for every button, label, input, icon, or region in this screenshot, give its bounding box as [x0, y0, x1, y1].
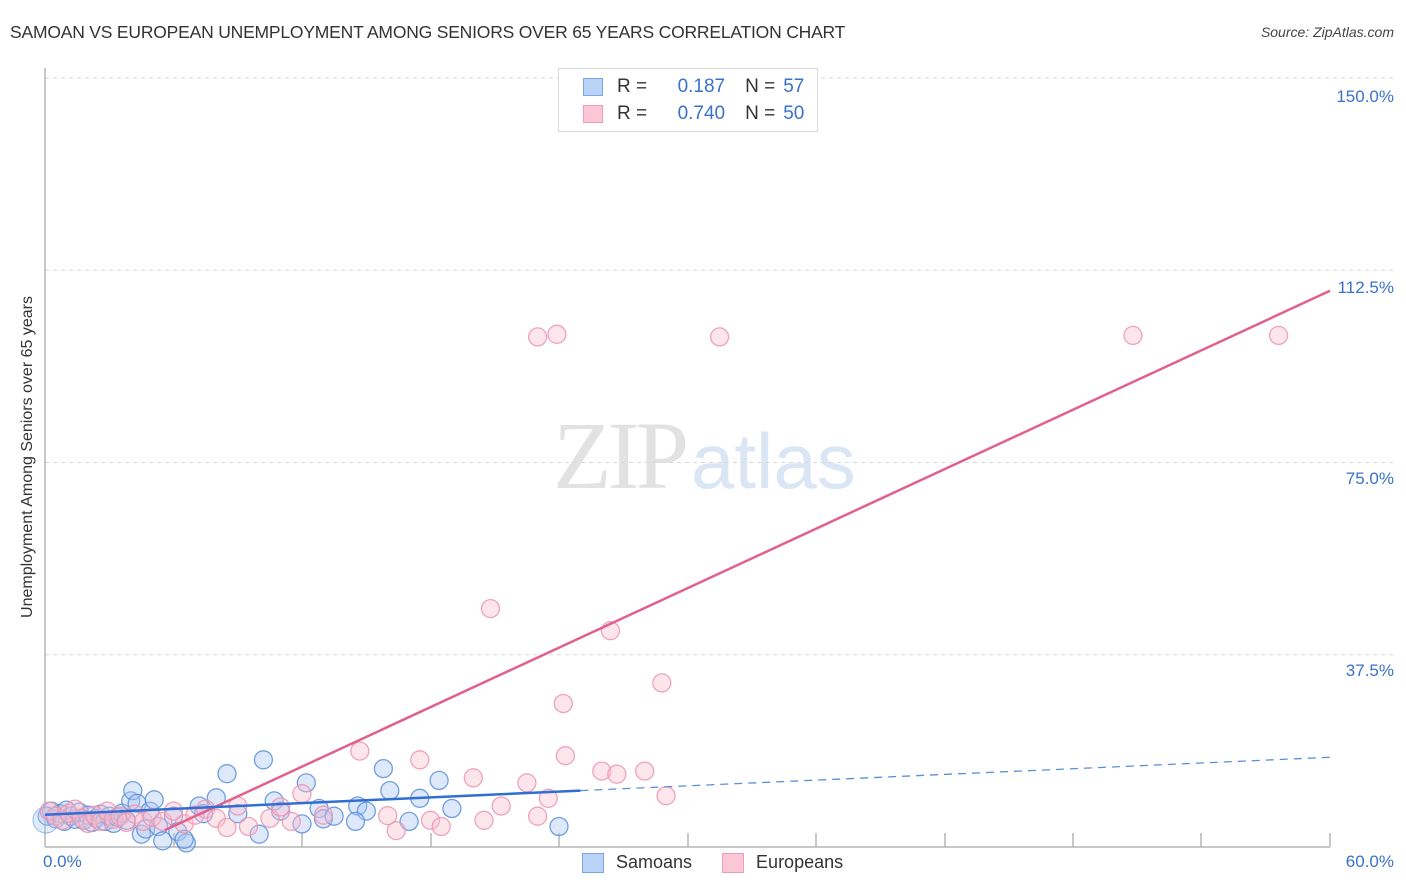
axes [44, 68, 1331, 848]
samoans-swatch [583, 78, 603, 96]
legend-row-europeans: R = 0.740 N = 50 [583, 102, 804, 126]
legend-item-europeans[interactable]: Europeans [722, 852, 843, 873]
europeans-legend-label: Europeans [756, 852, 844, 872]
correlation-legend: R = 0.187 N = 57 R = 0.740 N = 50 [558, 68, 818, 132]
y-tick-150: 150.0% [1336, 87, 1394, 106]
europeans-r-value: 0.740 [677, 103, 726, 124]
legend-row-samoans: R = 0.187 N = 57 [583, 75, 804, 99]
legend-item-samoans[interactable]: Samoans [582, 852, 692, 873]
y-tick-112-5: 112.5% [1337, 278, 1394, 297]
y-tick-75: 75.0% [1345, 469, 1394, 488]
samoans-n-value: 57 [783, 76, 805, 97]
samoans-r-value: 0.187 [677, 76, 726, 97]
x-tick-60: 60.0% [1345, 852, 1394, 871]
x-tick-0: 0.0% [43, 852, 82, 871]
y-tick-37-5: 37.5% [1345, 661, 1394, 680]
gridlines [45, 77, 1395, 656]
europeans-legend-swatch [722, 852, 745, 873]
r-label: R = [617, 76, 648, 97]
europeans-points [39, 324, 1289, 841]
europeans-n-value: 50 [783, 103, 805, 124]
trend-lines [44, 289, 1331, 832]
n-label: N = [745, 76, 776, 97]
chart-title: SAMOAN VS EUROPEAN UNEMPLOYMENT AMONG SE… [10, 22, 846, 42]
series-legend: Samoans Europeans [582, 852, 873, 873]
source-label: Source: ZipAtlas.com [1260, 24, 1394, 40]
europeans-swatch [583, 105, 603, 123]
r-label: R = [617, 103, 648, 124]
n-label: N = [745, 103, 776, 124]
samoans-legend-label: Samoans [616, 852, 693, 872]
samoans-legend-swatch [582, 852, 604, 873]
